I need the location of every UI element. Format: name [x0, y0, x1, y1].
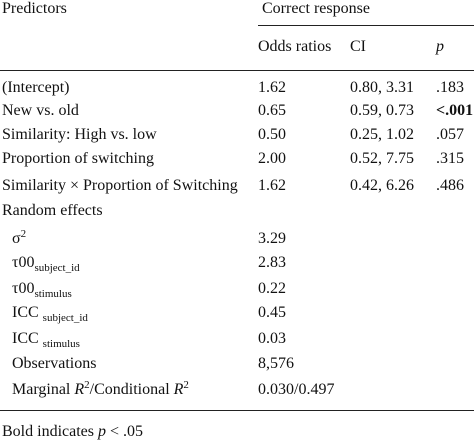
cell-ci: 0.25, 1.02 — [350, 126, 414, 143]
label-part: subject_id — [34, 262, 80, 274]
label-part: 2 — [84, 379, 90, 391]
label-part: stimulus — [42, 338, 80, 350]
cell-ci: 0.80, 3.31 — [350, 79, 414, 96]
bottom-rule — [0, 410, 474, 411]
label-part: /Conditional — [89, 381, 174, 398]
label-part: < .05 — [105, 423, 144, 440]
cell-or: 2.83 — [258, 254, 286, 271]
cell-ci: 0.52, 7.75 — [350, 150, 414, 167]
row-label: Similarity: High vs. low — [2, 126, 157, 144]
label-part: Observations — [12, 355, 97, 372]
cell-p: .486 — [436, 177, 464, 194]
label-part: subject_id — [42, 312, 88, 324]
row-label: σ2 — [12, 228, 27, 248]
label-part: stimulus — [34, 288, 72, 300]
cell-ci: 0.59, 0.73 — [350, 102, 414, 119]
label-part: Similarity: High vs. low — [2, 126, 157, 143]
label-part: 2 — [183, 379, 189, 391]
row-label: ICC subject_id — [12, 304, 88, 324]
row-label: (Intercept) — [2, 79, 70, 97]
cell-or: 0.03 — [258, 330, 286, 347]
cell-or: 1.62 — [258, 177, 286, 194]
label-part: 2 — [20, 228, 27, 240]
cell-p: .183 — [436, 79, 464, 96]
label-part: σ — [12, 230, 21, 247]
row-label: Observations — [12, 355, 96, 373]
label-part: 00 — [18, 254, 35, 271]
label-part: 00 — [18, 280, 35, 297]
label-part: Similarity × Proportion of Switching — [2, 177, 238, 194]
footnote: Bold indicates p < .05 — [2, 423, 143, 441]
header-col: CI — [350, 38, 366, 55]
label-part: p — [97, 423, 106, 440]
cell-or: 0.22 — [258, 280, 286, 297]
cell-ci: 0.42, 6.26 — [350, 177, 414, 194]
header-col: Odds ratios — [258, 38, 332, 55]
label-part: τ — [12, 280, 19, 297]
row-label: Marginal R2/Conditional R2 — [12, 379, 189, 399]
cell-or: 8,576 — [258, 355, 294, 372]
label-part: New vs. old — [2, 102, 79, 119]
cell-or: 0.65 — [258, 102, 286, 119]
cell-or: 3.29 — [258, 230, 286, 247]
cell-or: 0.50 — [258, 126, 286, 143]
label-part: R — [74, 381, 85, 398]
label-part: R — [173, 381, 184, 398]
group-rule — [258, 25, 474, 26]
cell-p: <.001 — [436, 102, 474, 119]
cell-p: .057 — [436, 126, 464, 143]
cell-p: .315 — [436, 150, 464, 167]
cell-or: 0.45 — [258, 304, 286, 321]
cell-or: 2.00 — [258, 150, 286, 167]
row-label: ICC stimulus — [12, 330, 80, 350]
row-label: Proportion of switching — [2, 150, 154, 168]
label-part: Proportion of switching — [2, 150, 154, 167]
label-part: ICC — [12, 304, 43, 321]
cell-or: 1.62 — [258, 79, 286, 96]
header-predictors: Predictors — [2, 0, 67, 17]
label-part: Marginal — [12, 381, 75, 398]
header-col: p — [436, 38, 444, 55]
row-label: τ00stimulus — [12, 280, 72, 300]
row-label: Similarity × Proportion of Switching — [2, 177, 238, 195]
row-label: τ00subject_id — [12, 254, 80, 274]
label-part: Bold indicates — [2, 423, 98, 440]
row-label: New vs. old — [2, 102, 79, 120]
label-part: (Intercept) — [2, 79, 70, 96]
header-rule — [0, 70, 474, 71]
row-label: Random effects — [2, 202, 103, 220]
header-group: Correct response — [262, 0, 370, 17]
label-part: ICC — [12, 330, 43, 347]
label-part: Random effects — [2, 202, 103, 219]
label-part: τ — [12, 254, 19, 271]
cell-or: 0.030/0.497 — [258, 381, 335, 398]
